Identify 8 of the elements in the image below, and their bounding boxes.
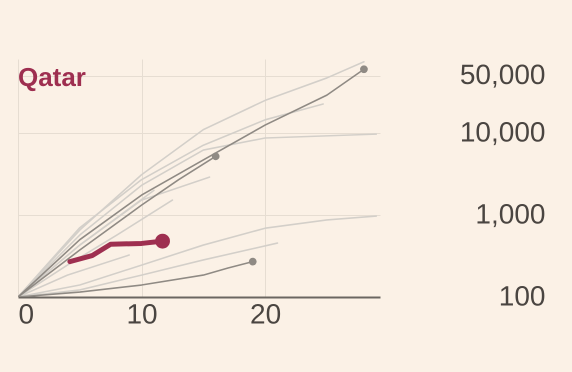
x-tick-label: 10 [126,298,158,330]
y-tick-label: 50,000 [460,59,546,90]
y-tick-label: 1,000 [475,198,546,230]
y-tick-label: 10,000 [460,116,546,148]
y-tick-label: 100 [498,280,546,312]
x-tick-label: 0 [18,298,34,330]
chart-title: Qatar [18,62,86,92]
x-tick-label: 20 [250,298,282,330]
